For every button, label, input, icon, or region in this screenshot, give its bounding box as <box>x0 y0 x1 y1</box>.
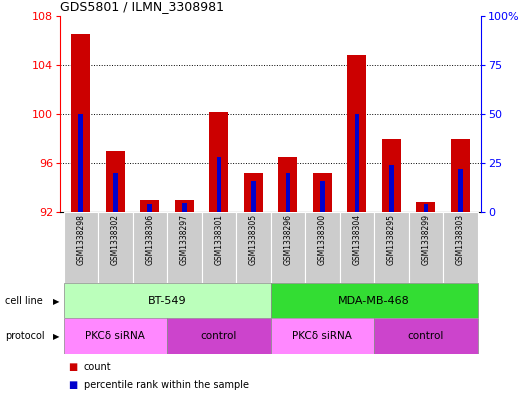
Bar <box>251 181 256 212</box>
Bar <box>408 212 443 283</box>
Bar <box>217 157 221 212</box>
Bar <box>167 318 271 354</box>
Text: control: control <box>201 331 237 341</box>
Bar <box>209 112 229 212</box>
Text: GSM1338304: GSM1338304 <box>353 214 361 265</box>
Text: ▶: ▶ <box>53 332 60 341</box>
Bar <box>355 114 359 212</box>
Text: GSM1338306: GSM1338306 <box>145 214 154 265</box>
Bar <box>167 212 202 283</box>
Bar <box>416 202 436 212</box>
Text: GSM1338305: GSM1338305 <box>249 214 258 265</box>
Bar <box>389 165 394 212</box>
Bar <box>458 169 463 212</box>
Bar <box>271 318 374 354</box>
Text: BT-549: BT-549 <box>148 296 186 306</box>
Text: PKCδ siRNA: PKCδ siRNA <box>292 331 353 341</box>
Bar <box>278 157 298 212</box>
Bar <box>451 139 470 212</box>
Text: GSM1338296: GSM1338296 <box>283 214 292 265</box>
Text: control: control <box>408 331 444 341</box>
Bar <box>382 139 401 212</box>
Bar <box>133 212 167 283</box>
Bar <box>424 204 428 212</box>
Bar <box>236 212 271 283</box>
Bar <box>202 212 236 283</box>
Bar <box>320 181 325 212</box>
Text: GDS5801 / ILMN_3308981: GDS5801 / ILMN_3308981 <box>60 0 224 13</box>
Text: GSM1338301: GSM1338301 <box>214 214 223 265</box>
Bar <box>140 200 160 212</box>
Bar <box>147 204 152 212</box>
Bar <box>244 173 263 212</box>
Bar <box>339 212 374 283</box>
Text: percentile rank within the sample: percentile rank within the sample <box>84 380 248 390</box>
Bar <box>374 212 408 283</box>
Bar <box>78 114 83 212</box>
Text: count: count <box>84 362 111 373</box>
Bar <box>271 283 477 318</box>
Bar <box>347 55 367 212</box>
Text: GSM1338303: GSM1338303 <box>456 214 465 265</box>
Text: GSM1338300: GSM1338300 <box>318 214 327 265</box>
Bar <box>271 212 305 283</box>
Text: ■: ■ <box>68 362 77 373</box>
Text: GSM1338297: GSM1338297 <box>180 214 189 265</box>
Bar <box>64 283 271 318</box>
Text: GSM1338295: GSM1338295 <box>387 214 396 265</box>
Bar <box>175 200 194 212</box>
Text: GSM1338298: GSM1338298 <box>76 214 85 265</box>
Bar <box>313 173 332 212</box>
Bar <box>286 173 290 212</box>
Bar <box>305 212 339 283</box>
Bar <box>443 212 477 283</box>
Bar <box>182 204 187 212</box>
Text: cell line: cell line <box>5 296 43 306</box>
Text: PKCδ siRNA: PKCδ siRNA <box>85 331 145 341</box>
Bar <box>374 318 477 354</box>
Bar <box>106 151 125 212</box>
Text: ■: ■ <box>68 380 77 390</box>
Bar <box>113 173 118 212</box>
Text: GSM1338302: GSM1338302 <box>111 214 120 265</box>
Text: MDA-MB-468: MDA-MB-468 <box>338 296 410 306</box>
Bar <box>64 318 167 354</box>
Bar <box>71 34 90 212</box>
Text: ▶: ▶ <box>53 297 60 306</box>
Bar <box>98 212 133 283</box>
Text: GSM1338299: GSM1338299 <box>422 214 430 265</box>
Bar <box>64 212 98 283</box>
Text: protocol: protocol <box>5 331 45 341</box>
